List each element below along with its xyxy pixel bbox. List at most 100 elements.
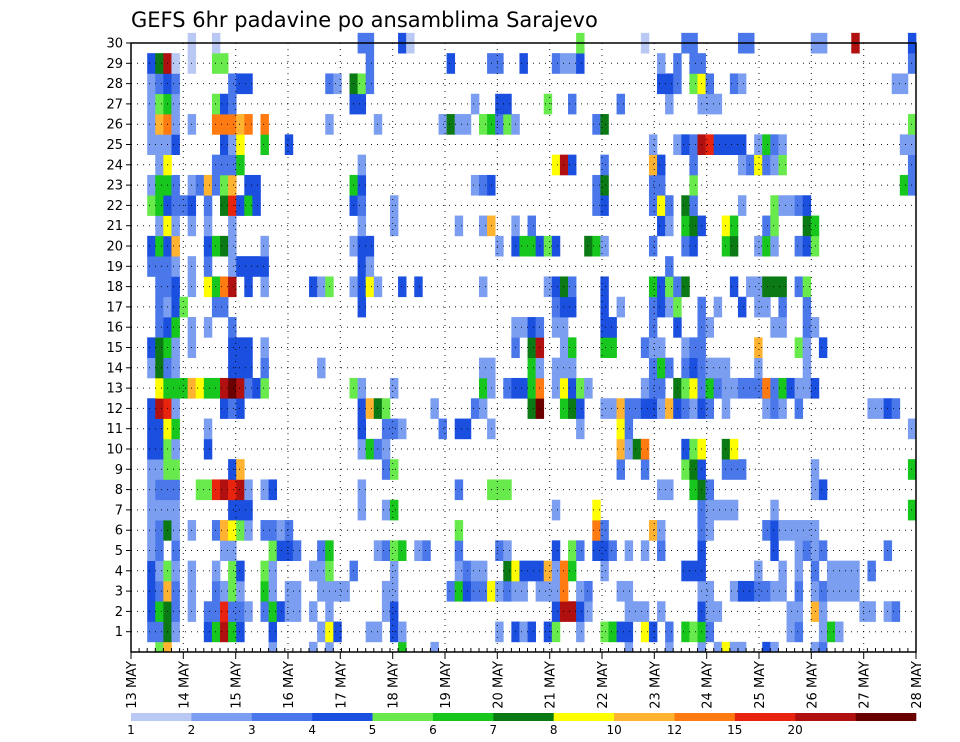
heatmap-cell	[244, 479, 253, 501]
heatmap-cell	[203, 195, 213, 216]
heatmap-cell	[689, 235, 698, 257]
heatmap-cell	[754, 154, 763, 176]
heatmap-cell	[640, 601, 650, 622]
heatmap-cell	[559, 377, 569, 399]
y-tick-label: 28	[106, 77, 123, 92]
heatmap-cell	[228, 540, 237, 561]
heatmap-cell	[624, 621, 634, 643]
heatmap-cell	[600, 296, 609, 318]
heatmap-cell	[576, 580, 585, 602]
heatmap-cell	[624, 601, 634, 622]
heatmap-cell	[228, 93, 237, 115]
heatmap-cell	[875, 398, 884, 419]
heatmap-cell	[713, 601, 723, 622]
heatmap-cell	[576, 540, 585, 561]
heatmap-cell	[551, 560, 561, 582]
colorbar-segment	[372, 713, 434, 721]
heatmap-cell	[220, 174, 229, 196]
y-tick-label: 9	[115, 463, 123, 478]
heatmap-cell	[228, 621, 237, 643]
heatmap-cell	[389, 195, 399, 216]
heatmap-cell	[802, 296, 812, 318]
heatmap-cell	[195, 479, 205, 501]
heatmap-cell	[228, 479, 237, 501]
heatmap-cell	[147, 114, 156, 135]
x-tick-label: 17 MAY	[334, 661, 349, 709]
heatmap-cell	[446, 580, 456, 602]
heatmap-cell	[632, 438, 642, 460]
heatmap-cell	[236, 580, 245, 602]
heatmap-cell	[818, 580, 828, 602]
heatmap-cell	[705, 499, 715, 521]
heatmap-cell	[543, 580, 553, 602]
heatmap-cell	[236, 73, 245, 95]
heatmap-cell	[754, 134, 763, 155]
heatmap-cell	[600, 398, 609, 419]
heatmap-cell	[826, 621, 836, 643]
heatmap-cell	[665, 195, 674, 216]
heatmap-cell	[220, 134, 229, 155]
heatmap-cell	[454, 540, 464, 561]
heatmap-cell	[495, 540, 504, 561]
heatmap-cell	[260, 560, 269, 582]
heatmap-cell	[665, 93, 674, 115]
heatmap-cell	[155, 195, 164, 216]
heatmap-cell	[737, 377, 747, 399]
heatmap-cell	[203, 601, 213, 622]
heatmap-cell	[155, 337, 164, 358]
y-tick-label: 13	[106, 382, 123, 397]
heatmap-cell	[818, 621, 828, 643]
heatmap-cell	[503, 560, 512, 582]
heatmap-cell	[689, 621, 698, 643]
heatmap-cell	[786, 377, 795, 399]
heatmap-cell	[770, 235, 779, 257]
heatmap-cell	[317, 621, 326, 643]
x-tick-label: 24 MAY	[701, 661, 716, 709]
heatmap-cell	[228, 520, 237, 541]
heatmap-cell	[689, 174, 698, 196]
heatmap-cell	[624, 580, 634, 602]
heatmap-cell	[802, 276, 812, 298]
heatmap-cell	[147, 418, 156, 440]
heatmap-cell	[551, 377, 561, 399]
heatmap-cell	[357, 377, 367, 399]
heatmap-cell	[867, 601, 876, 622]
heatmap-cell	[729, 499, 739, 521]
y-tick-label: 18	[106, 280, 123, 295]
heatmap-cell	[171, 580, 180, 602]
heatmap-cell	[220, 114, 229, 135]
heatmap-cell	[624, 438, 634, 460]
heatmap-cell	[228, 154, 237, 176]
heatmap-cell	[389, 601, 399, 622]
heatmap-cell	[551, 540, 561, 561]
heatmap-cell	[705, 134, 715, 155]
heatmap-cell	[527, 398, 536, 419]
heatmap-cell	[203, 317, 213, 338]
heatmap-cell	[576, 398, 585, 419]
heatmap-cell	[681, 560, 690, 582]
heatmap-cell	[236, 560, 245, 582]
heatmap-cell	[155, 276, 164, 298]
heatmap-cell	[689, 195, 698, 216]
heatmap-cell	[519, 235, 528, 257]
heatmap-cell	[309, 560, 318, 582]
heatmap-cell	[794, 398, 804, 419]
heatmap-cell	[794, 520, 804, 541]
heatmap-cell	[689, 459, 698, 480]
heatmap-cell	[616, 459, 626, 480]
heatmap-cell	[220, 53, 229, 74]
heatmap-cell	[640, 459, 650, 480]
heatmap-cell	[746, 154, 755, 176]
colorbar-label: 3	[248, 723, 256, 737]
heatmap-cell	[899, 134, 909, 155]
heatmap-cell	[867, 560, 876, 582]
heatmap-cell	[559, 317, 569, 338]
heatmap-cell	[276, 540, 286, 561]
colorbar-segment	[674, 713, 736, 721]
heatmap-cell	[389, 580, 399, 602]
heatmap-cell	[470, 174, 480, 196]
heatmap-cell	[171, 337, 180, 358]
heatmap-cell	[292, 601, 302, 622]
heatmap-cell	[632, 601, 642, 622]
heatmap-cell	[519, 317, 528, 338]
